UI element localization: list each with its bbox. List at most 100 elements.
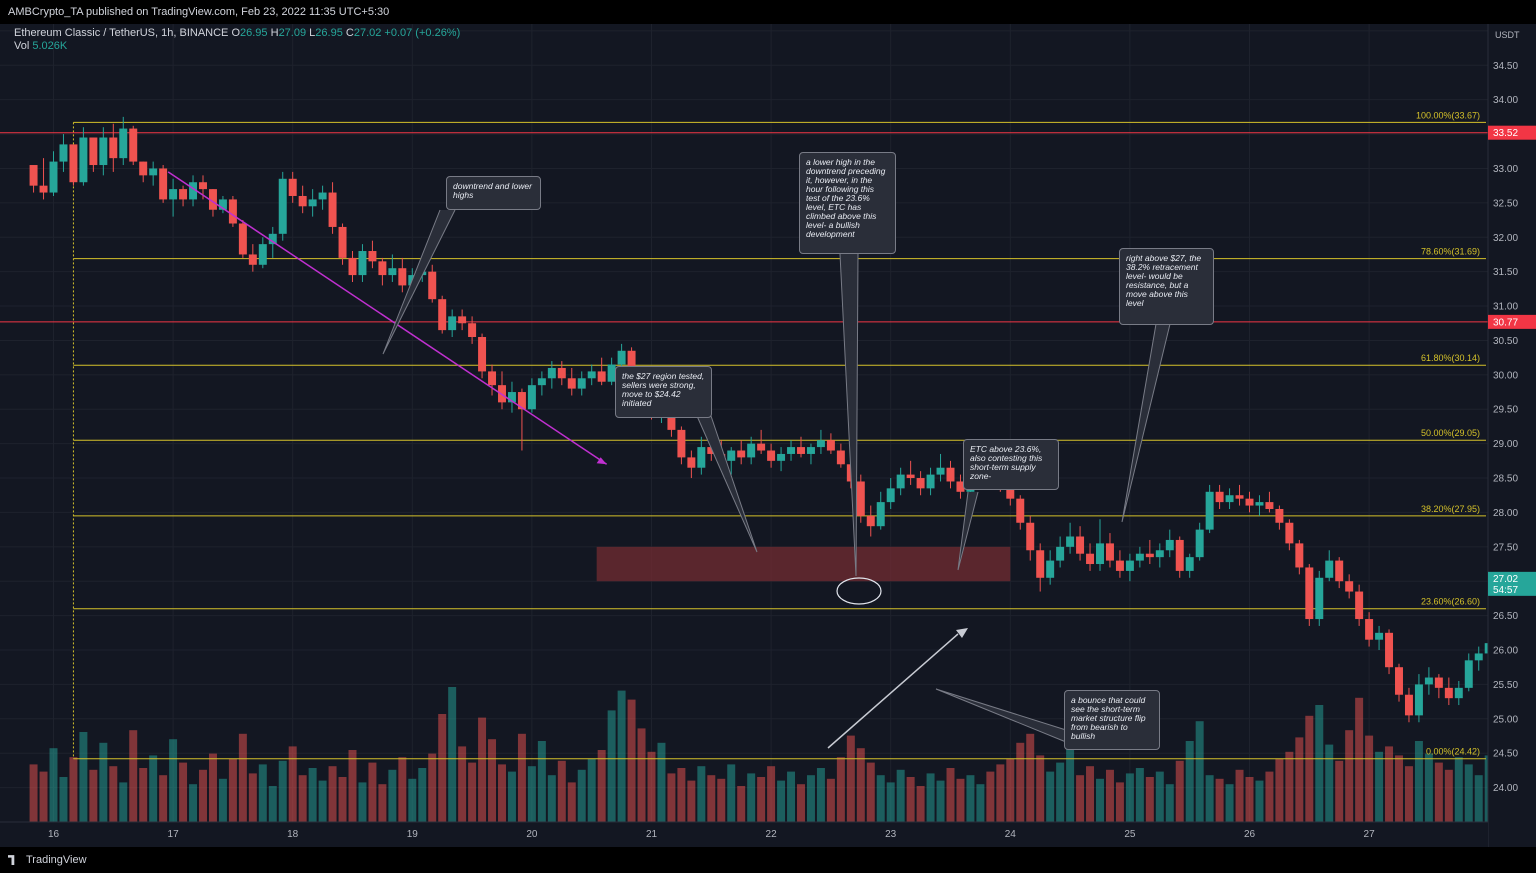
candle-body xyxy=(1026,522,1035,551)
time-tick: 18 xyxy=(287,829,299,840)
price-tick: 28.00 xyxy=(1493,508,1518,519)
annotation-text: a bounce that could see the short-term m… xyxy=(1071,695,1146,741)
volume-bar xyxy=(896,769,905,822)
price-tick: 33.00 xyxy=(1493,164,1518,175)
supply-zone xyxy=(596,546,1011,582)
annotation-bounce[interactable]: a bounce that could see the short-term m… xyxy=(1064,690,1160,750)
high-value: 27.09 xyxy=(278,27,307,39)
candle-body xyxy=(856,481,865,516)
volume-bar xyxy=(1016,742,1025,822)
volume-bar xyxy=(637,728,646,822)
low-label: L xyxy=(309,27,316,39)
volume-bar xyxy=(1355,697,1364,822)
candle-body xyxy=(278,178,287,234)
candle-body xyxy=(1235,495,1244,499)
candle-body xyxy=(1464,660,1473,688)
plot-area[interactable] xyxy=(0,24,1488,822)
annotation-text: right above $27, the 38.2% retracement l… xyxy=(1126,253,1202,308)
volume-bar xyxy=(1325,744,1334,822)
candle-body xyxy=(228,199,237,224)
candle-body xyxy=(1395,667,1403,695)
price-tick: 27.50 xyxy=(1493,542,1518,553)
candle-body xyxy=(896,474,905,489)
price-axis[interactable]: USDT34.5034.0033.5033.0032.5032.0031.503… xyxy=(1487,24,1536,847)
volume-bar xyxy=(318,780,327,822)
pointer-bounce xyxy=(935,688,1067,743)
price-tick: 28.50 xyxy=(1493,474,1518,485)
candle-body xyxy=(149,168,158,176)
candle-body xyxy=(258,244,267,265)
candle-body xyxy=(268,233,277,245)
price-tick: 29.00 xyxy=(1493,439,1518,450)
candles xyxy=(29,116,1536,723)
volume-bar xyxy=(1026,733,1035,822)
time-axis-bg xyxy=(0,822,1488,847)
volume-bar xyxy=(697,766,706,822)
price-tick: 24.50 xyxy=(1493,749,1518,760)
candle-body xyxy=(288,178,297,196)
candle-body xyxy=(567,378,576,389)
time-tick: 16 xyxy=(48,829,60,840)
volume-value: 5.026K xyxy=(32,40,68,52)
annotation-downtrend[interactable]: downtrend and lower highs xyxy=(446,176,541,210)
volume-bar xyxy=(886,782,895,822)
symbol-title[interactable]: Ethereum Classic / TetherUS, 1h, BINANCE xyxy=(14,27,229,39)
published-banner: AMBCrypto_TA published on TradingView.co… xyxy=(0,0,1536,24)
time-axis[interactable]: 16 17 18 19 20 21 22 23 24 25 26 27 xyxy=(0,821,1488,847)
candle-body xyxy=(1115,560,1124,571)
volume-bar xyxy=(1414,741,1423,822)
candle-body xyxy=(557,367,566,379)
volume-bar xyxy=(328,766,337,822)
time-tick: 17 xyxy=(168,829,180,840)
volume-bar xyxy=(448,687,457,822)
candle-body xyxy=(1265,502,1274,509)
volume-bar xyxy=(966,775,975,822)
volume-bar xyxy=(258,764,267,822)
candle-body xyxy=(547,367,556,379)
candle-body xyxy=(139,161,148,176)
volume-bar xyxy=(1275,759,1284,822)
volume-bar xyxy=(1404,766,1413,822)
candle-body xyxy=(1036,550,1045,578)
volume-bar xyxy=(846,735,855,822)
volume-bar xyxy=(1046,771,1055,822)
price-tick: 25.50 xyxy=(1493,680,1518,691)
volume-bar xyxy=(627,699,636,822)
drawings xyxy=(167,171,1171,749)
candle-body xyxy=(1076,536,1085,554)
volume-bar xyxy=(1195,721,1204,822)
candle-body xyxy=(1434,677,1443,688)
annotation-lower-high[interactable]: a lower high in the downtrend preceding … xyxy=(799,152,896,254)
volume-bar xyxy=(1305,715,1314,822)
candle-body xyxy=(1016,498,1025,523)
time-tick: 27 xyxy=(1364,829,1376,840)
volume-bar xyxy=(39,771,48,822)
volume-bar xyxy=(1385,746,1394,822)
annotation-etc-above[interactable]: ETC above 23.6%, also contesting this sh… xyxy=(963,439,1059,490)
candle-body xyxy=(936,467,945,475)
volume-bar xyxy=(906,777,915,822)
candle-body xyxy=(1295,543,1304,568)
annotation-region-tested[interactable]: the $27 region tested, sellers were stro… xyxy=(615,366,712,418)
candle-body xyxy=(806,447,815,454)
annotation-right-above[interactable]: right above $27, the 38.2% retracement l… xyxy=(1119,248,1214,325)
volume-bar xyxy=(338,777,347,822)
candle-body xyxy=(507,392,516,403)
time-tick: 25 xyxy=(1124,829,1136,840)
time-tick: 26 xyxy=(1244,829,1256,840)
candle-body xyxy=(797,447,805,454)
volume-bar xyxy=(1444,769,1453,822)
change-value: +0.07 (+0.26%) xyxy=(384,27,461,39)
volume-bar xyxy=(657,742,666,822)
price-chart[interactable]: 100.00%(33.67) 78.60%(31.69) 61.80%(30.14)… xyxy=(0,24,1536,847)
volume-bar xyxy=(826,778,835,822)
volume-bar xyxy=(468,762,477,822)
candle-body xyxy=(1096,543,1104,565)
volume-bar xyxy=(1006,759,1015,822)
candle-body xyxy=(1414,684,1423,716)
price-tick: 30.00 xyxy=(1493,370,1518,381)
volume-bar xyxy=(358,782,367,822)
price-tick: 31.00 xyxy=(1493,302,1518,313)
time-tick: 22 xyxy=(766,829,778,840)
fib-level-label: 50.00%(29.05) xyxy=(1421,428,1480,438)
